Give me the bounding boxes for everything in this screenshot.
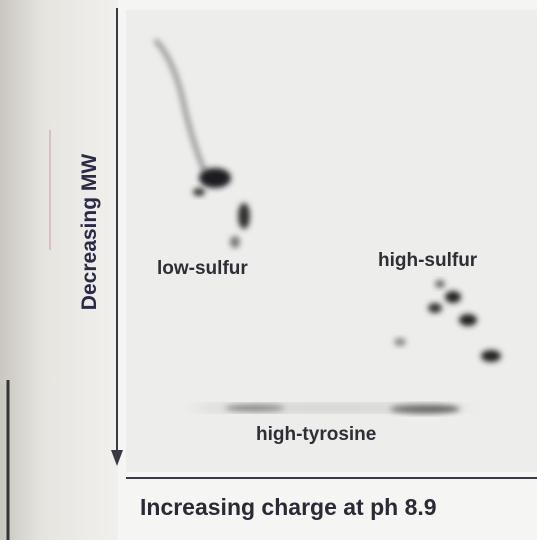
spots — [153, 38, 501, 413]
x-axis-label: Increasing charge at ph 8.9 — [140, 494, 437, 520]
region-label: high-sulfur — [378, 250, 478, 271]
page-edge — [0, 0, 118, 540]
spot — [481, 350, 501, 362]
y-axis-label: Decreasing MW — [78, 154, 101, 311]
spot — [428, 303, 442, 313]
band-haze — [190, 405, 470, 411]
streak — [153, 38, 208, 174]
spot — [394, 338, 406, 346]
spot — [199, 168, 231, 188]
region-label: low-sulfur — [157, 258, 248, 279]
spot — [445, 291, 461, 303]
spot — [238, 203, 250, 229]
gel-area — [126, 10, 537, 472]
region-label: high-tyrosine — [256, 424, 376, 445]
spot — [193, 188, 205, 196]
y-arrowhead — [111, 450, 123, 466]
spot — [230, 236, 240, 248]
spot — [459, 314, 477, 326]
spot — [435, 280, 445, 288]
